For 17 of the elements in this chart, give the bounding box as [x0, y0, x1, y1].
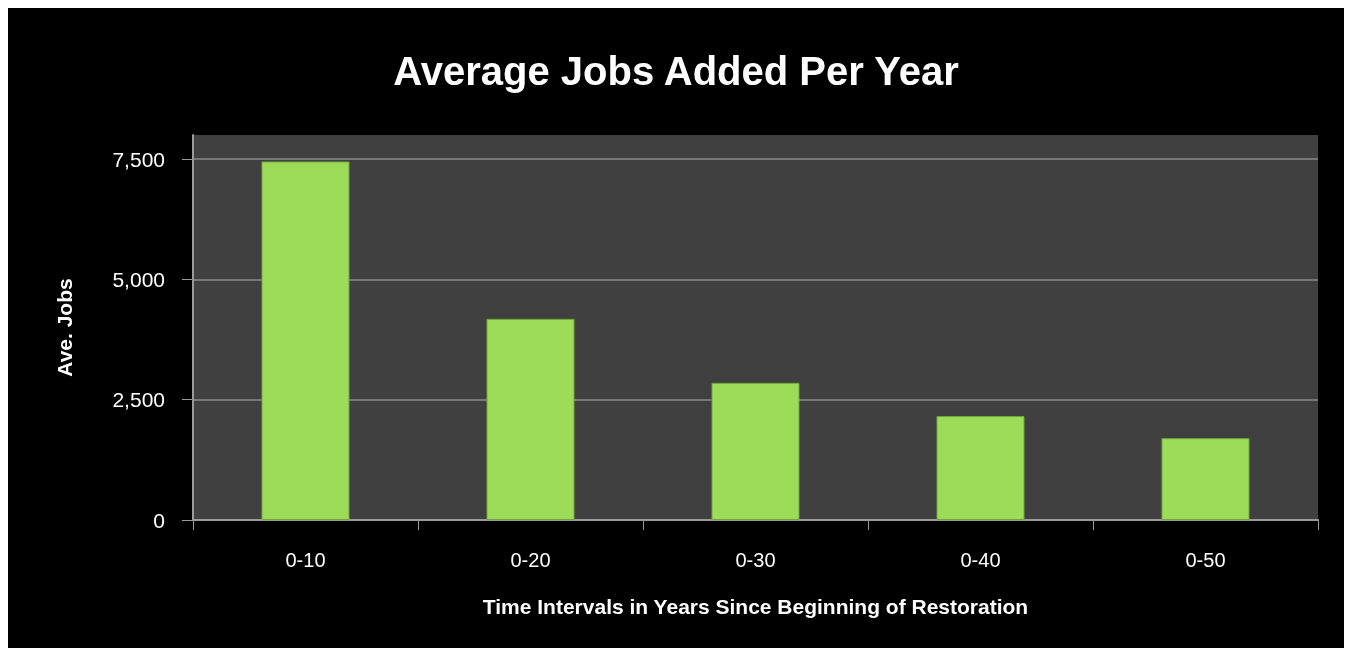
bar [486, 318, 575, 520]
chart-title: Average Jobs Added Per Year [393, 49, 959, 93]
y-tick-label: 5,000 [112, 267, 165, 291]
bar [261, 161, 350, 520]
x-tick-label: 0-20 [510, 549, 551, 571]
x-tick-label: 0-30 [735, 549, 776, 571]
x-axis-title: Time Intervals in Years Since Beginning of Restoration [482, 595, 1029, 618]
bar [936, 416, 1025, 520]
bar [711, 382, 800, 520]
x-tick-label: 0-50 [1185, 549, 1226, 571]
y-tick-label: 2,500 [112, 388, 165, 412]
y-tick-label: 7,500 [112, 147, 165, 171]
y-tick-label: 0 [153, 508, 165, 532]
x-tick-label: 0-40 [960, 549, 1001, 571]
bar [1161, 438, 1250, 520]
x-tick-label: 0-10 [285, 549, 326, 571]
y-axis-title: Ave. Jobs [53, 278, 76, 377]
